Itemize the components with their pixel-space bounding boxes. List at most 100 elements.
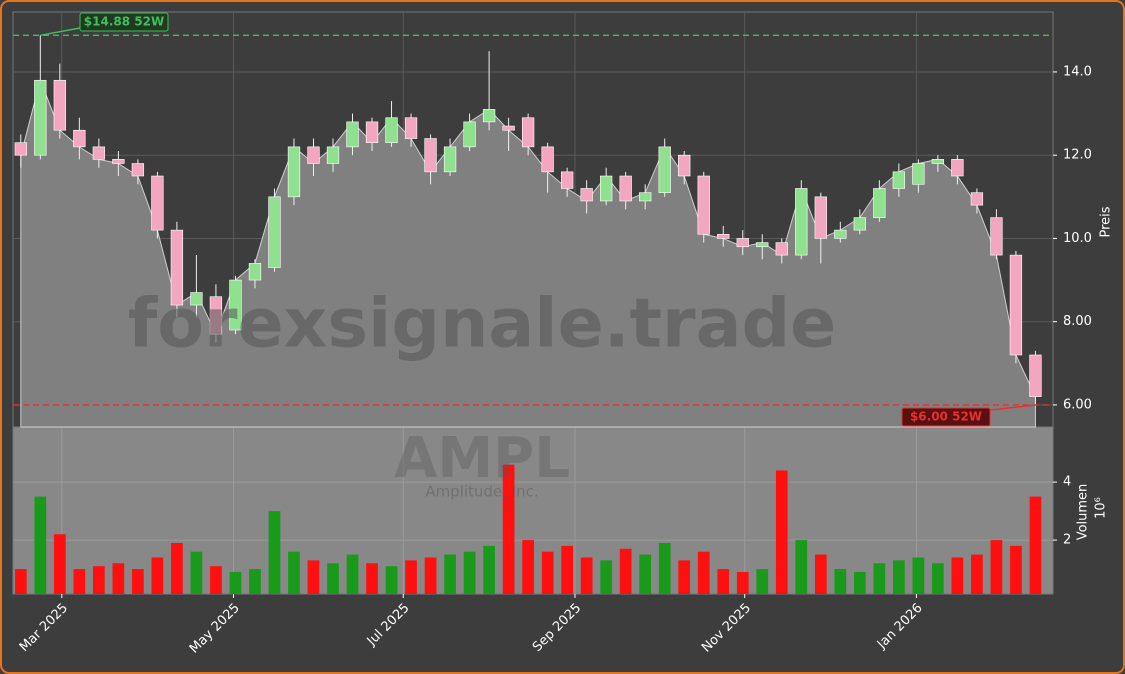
volume-axis-label: Volumen [1076, 484, 1091, 541]
candle-body [326, 146, 340, 164]
watermark: forexsignale.trade [128, 285, 837, 364]
candle-body [951, 159, 964, 177]
candle-body [1029, 354, 1042, 397]
company-watermark: Amplitude, Inc. [425, 483, 538, 501]
candle-body [639, 192, 652, 202]
volume-bar [93, 566, 105, 594]
volume-bar [541, 551, 554, 594]
candle-body [717, 233, 730, 239]
volume-bar [678, 560, 691, 594]
candle-body [853, 217, 866, 231]
volume-bar [600, 560, 613, 594]
volume-bar [639, 554, 652, 594]
volume-bar [424, 557, 437, 594]
volume-bar [561, 545, 573, 594]
volume-bar [580, 557, 593, 594]
candle-body [970, 192, 984, 206]
volume-bar [73, 569, 86, 594]
y-tick-label: 14.0 [1063, 64, 1092, 79]
candle-body [131, 163, 145, 177]
candle-body [795, 188, 808, 256]
high_52w-label: $14.88 52W [84, 15, 164, 29]
candle-body [53, 79, 66, 131]
volume-bar [190, 551, 203, 594]
candle-body [775, 242, 788, 256]
y-tick-label: 10.0 [1063, 231, 1092, 246]
volume-bar [502, 464, 515, 594]
volume-tick-label: 4 [1063, 475, 1071, 490]
volume-bar [463, 551, 476, 594]
y-axis-label: Preis [1099, 206, 1114, 237]
volume-bar [1010, 545, 1022, 594]
volume-bar [775, 470, 788, 594]
volume-bar [853, 571, 866, 594]
candle-body [209, 296, 223, 335]
low_52w-arrow [981, 404, 1036, 412]
candle-body [190, 292, 203, 306]
candle-body [931, 159, 945, 164]
volume-bar [756, 569, 769, 594]
candle-body [697, 175, 710, 235]
candle-body [14, 142, 27, 156]
candle-body [346, 121, 359, 148]
volume-bar [268, 511, 281, 594]
volume-bar [795, 540, 808, 594]
y-tick-label: 6.00 [1063, 397, 1092, 412]
volume-bar [522, 540, 534, 594]
candle-body [73, 129, 86, 148]
candle-body [170, 229, 184, 306]
low_52w-label: $6.00 52W [910, 410, 982, 424]
volume-bar [385, 566, 398, 594]
volume-bar [405, 560, 417, 594]
volume-bar [210, 566, 222, 594]
high_52w-box [79, 12, 169, 32]
volume-bar [990, 540, 1003, 594]
volume-bar [619, 548, 632, 594]
candle-body [736, 238, 749, 248]
volume-bar [249, 569, 261, 594]
volume-bar [34, 496, 47, 594]
y-tick-label: 8.00 [1063, 314, 1092, 329]
volume-bar [697, 551, 710, 594]
volume-bar [444, 554, 456, 594]
candle-body [307, 146, 320, 164]
candle-body [658, 146, 671, 193]
volume-bar [834, 569, 847, 594]
candle-body [34, 79, 47, 156]
plot-layer: $14.88 52W $6.00 52W [13, 12, 1053, 594]
candle-body [404, 117, 418, 139]
candle-body [365, 121, 379, 144]
candle-body [619, 175, 632, 202]
volume-bar [151, 557, 164, 594]
candle-body [600, 175, 613, 202]
low_52w-box [901, 407, 991, 427]
volume-bar [327, 563, 339, 594]
volume-bar [736, 571, 749, 594]
candle-body [229, 279, 242, 331]
candle-body [834, 229, 847, 239]
candle-body [482, 109, 496, 123]
volume-bar [229, 571, 242, 594]
candle-body [892, 171, 906, 189]
candle-body [541, 146, 554, 173]
candle-body [443, 146, 457, 173]
volume-bar [346, 554, 359, 594]
ticker-watermark: AMPL [394, 426, 570, 491]
candle-body [268, 196, 281, 268]
volume-bar [1029, 496, 1042, 594]
volume-bar [53, 534, 66, 594]
volume-tick-label: 2 [1063, 533, 1071, 548]
volume-bar [483, 545, 495, 594]
y-tick-label: 12.0 [1063, 148, 1092, 163]
volume-bar [366, 563, 378, 594]
volume-bar [171, 542, 183, 594]
candle-body [92, 146, 106, 160]
candle-body [424, 138, 437, 173]
volume-bar [112, 563, 125, 594]
volume-bar [132, 569, 144, 594]
candle-body [151, 175, 164, 231]
volume-bar [717, 569, 730, 594]
candle-body [521, 117, 535, 148]
candle-body [990, 217, 1003, 256]
